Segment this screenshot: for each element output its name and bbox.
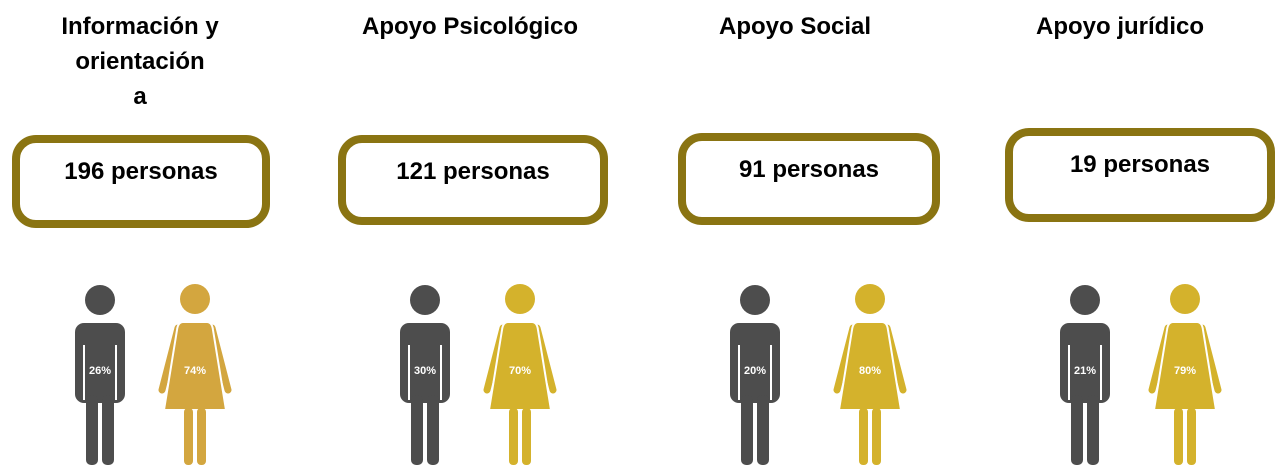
count-box bbox=[678, 133, 940, 225]
leg bbox=[1071, 395, 1083, 465]
panel: Información y orientación a 196 personas 26%… bbox=[12, 13, 270, 465]
torso bbox=[730, 323, 780, 403]
count-text: 91 personas bbox=[739, 156, 879, 183]
head bbox=[505, 284, 535, 314]
panel-title: a bbox=[133, 83, 147, 110]
leg bbox=[859, 408, 868, 465]
male-figure: 20% bbox=[730, 285, 780, 465]
male-percent: 21% bbox=[1074, 365, 1096, 377]
dress bbox=[1152, 321, 1218, 411]
male-figure: 26% bbox=[75, 285, 125, 465]
panel: Apoyo Social 91 personas 20% 80% bbox=[678, 13, 940, 465]
torso bbox=[75, 323, 125, 403]
count-text: 121 personas bbox=[396, 158, 549, 185]
female-percent: 70% bbox=[509, 365, 531, 377]
count-text: 19 personas bbox=[1070, 151, 1210, 178]
count-text: 196 personas bbox=[64, 158, 217, 185]
female-figure: 74% bbox=[158, 284, 232, 465]
leg bbox=[86, 395, 98, 465]
female-figure: 70% bbox=[483, 284, 557, 465]
leg bbox=[1087, 395, 1099, 465]
male-percent: 20% bbox=[744, 365, 766, 377]
leg bbox=[411, 395, 423, 465]
count-box bbox=[1005, 128, 1275, 222]
leg bbox=[184, 408, 193, 465]
count-box bbox=[338, 135, 608, 225]
male-percent: 30% bbox=[414, 365, 436, 377]
female-figure: 79% bbox=[1148, 284, 1222, 465]
male-percent: 26% bbox=[89, 365, 111, 377]
male-figure: 21% bbox=[1060, 285, 1110, 465]
leg bbox=[102, 395, 114, 465]
leg bbox=[522, 408, 531, 465]
panel-title: Apoyo Social bbox=[719, 13, 871, 40]
leg bbox=[757, 395, 769, 465]
leg bbox=[741, 395, 753, 465]
leg bbox=[509, 408, 518, 465]
head bbox=[85, 285, 115, 315]
female-figure: 80% bbox=[833, 284, 907, 465]
female-percent: 74% bbox=[184, 365, 206, 377]
leg bbox=[1187, 408, 1196, 465]
dress bbox=[162, 321, 228, 411]
leg bbox=[197, 408, 206, 465]
panel-title: Apoyo Psicológico bbox=[362, 13, 578, 40]
panel: Apoyo Psicológico 121 personas 30% 70% bbox=[338, 13, 608, 465]
head bbox=[1170, 284, 1200, 314]
dress bbox=[487, 321, 553, 411]
female-percent: 79% bbox=[1174, 365, 1196, 377]
head bbox=[740, 285, 770, 315]
female-percent: 80% bbox=[859, 365, 881, 377]
count-box bbox=[12, 135, 270, 228]
leg bbox=[872, 408, 881, 465]
panel-title: orientación bbox=[75, 48, 204, 75]
panel-title: Apoyo jurídico bbox=[1036, 13, 1204, 40]
leg bbox=[1174, 408, 1183, 465]
torso bbox=[1060, 323, 1110, 403]
head bbox=[180, 284, 210, 314]
head bbox=[1070, 285, 1100, 315]
leg bbox=[427, 395, 439, 465]
head bbox=[410, 285, 440, 315]
dress bbox=[837, 321, 903, 411]
torso bbox=[400, 323, 450, 403]
panel-title: Información y bbox=[61, 13, 219, 40]
panel: Apoyo jurídico 19 personas 21% 79% bbox=[1005, 13, 1275, 465]
male-figure: 30% bbox=[400, 285, 450, 465]
head bbox=[855, 284, 885, 314]
